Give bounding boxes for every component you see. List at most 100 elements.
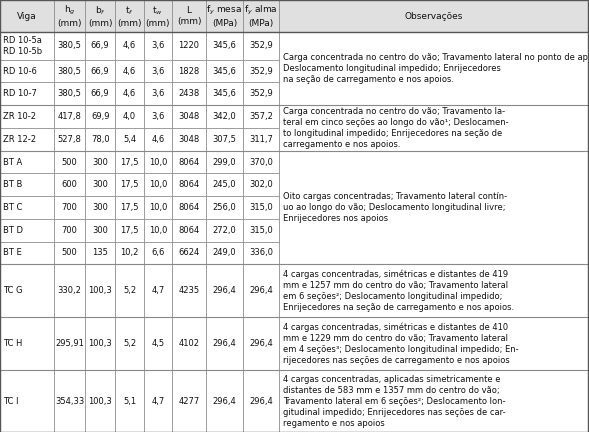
Text: BT B: BT B <box>3 180 22 189</box>
Text: 336,0: 336,0 <box>249 248 273 257</box>
Bar <box>243 0 279 32</box>
Text: 700: 700 <box>62 203 77 212</box>
Bar <box>85 128 115 151</box>
Text: 245,0: 245,0 <box>213 180 236 189</box>
Bar <box>279 32 588 105</box>
Bar <box>0 370 54 432</box>
Bar <box>115 173 144 196</box>
Bar <box>115 219 144 241</box>
Text: 10,0: 10,0 <box>148 226 167 235</box>
Bar <box>206 241 243 264</box>
Text: 5,4: 5,4 <box>123 135 136 144</box>
Bar <box>85 173 115 196</box>
Bar <box>206 370 243 432</box>
Bar <box>85 196 115 219</box>
Bar <box>206 32 243 60</box>
Text: 296,4: 296,4 <box>249 397 273 406</box>
Text: 8064: 8064 <box>178 180 200 189</box>
Text: 8064: 8064 <box>178 226 200 235</box>
Text: 4277: 4277 <box>178 397 200 406</box>
Bar <box>144 60 172 83</box>
Bar <box>172 173 206 196</box>
Bar <box>85 83 115 105</box>
Bar <box>54 264 85 318</box>
Text: 352,9: 352,9 <box>249 41 273 51</box>
Bar <box>115 370 144 432</box>
Bar <box>172 83 206 105</box>
Bar <box>115 105 144 128</box>
Bar <box>54 60 85 83</box>
Text: 295,91: 295,91 <box>55 340 84 348</box>
Text: 4,5: 4,5 <box>151 340 164 348</box>
Text: 300: 300 <box>92 180 108 189</box>
Bar <box>144 196 172 219</box>
Bar <box>172 370 206 432</box>
Text: t$_f$
(mm): t$_f$ (mm) <box>117 4 142 28</box>
Text: 4,6: 4,6 <box>123 41 136 51</box>
Text: 345,6: 345,6 <box>213 67 236 76</box>
Text: 272,0: 272,0 <box>213 226 236 235</box>
Text: RD 10-6: RD 10-6 <box>3 67 37 76</box>
Text: 700: 700 <box>62 226 77 235</box>
Text: 100,3: 100,3 <box>88 397 112 406</box>
Text: BT D: BT D <box>3 226 23 235</box>
Text: 345,6: 345,6 <box>213 89 236 98</box>
Text: 100,3: 100,3 <box>88 286 112 295</box>
Bar <box>85 318 115 370</box>
Text: 8064: 8064 <box>178 158 200 166</box>
Bar <box>85 370 115 432</box>
Bar <box>279 318 588 370</box>
Text: 311,7: 311,7 <box>249 135 273 144</box>
Text: 302,0: 302,0 <box>249 180 273 189</box>
Bar <box>243 60 279 83</box>
Bar <box>172 128 206 151</box>
Bar <box>144 264 172 318</box>
Text: 8064: 8064 <box>178 203 200 212</box>
Text: 78,0: 78,0 <box>91 135 110 144</box>
Bar <box>172 32 206 60</box>
Text: 3,6: 3,6 <box>151 89 164 98</box>
Bar <box>144 173 172 196</box>
Text: 4,7: 4,7 <box>151 286 164 295</box>
Text: ZR 10-2: ZR 10-2 <box>3 112 36 121</box>
Text: 299,0: 299,0 <box>213 158 236 166</box>
Bar <box>54 128 85 151</box>
Text: 330,2: 330,2 <box>58 286 81 295</box>
Text: 10,2: 10,2 <box>120 248 139 257</box>
Bar <box>54 83 85 105</box>
Text: Carga concentrada no centro do vão; Travamento lateral no ponto de aplicação de : Carga concentrada no centro do vão; Trav… <box>283 53 589 84</box>
Text: 4 cargas concentradas, simétricas e distantes de 419
mm e 1257 mm do centro do v: 4 cargas concentradas, simétricas e dist… <box>283 270 514 312</box>
Text: RD 10-7: RD 10-7 <box>3 89 37 98</box>
Text: 307,5: 307,5 <box>213 135 236 144</box>
Text: 500: 500 <box>62 248 77 257</box>
Bar <box>115 241 144 264</box>
Text: 4102: 4102 <box>178 340 200 348</box>
Text: f$_y$ alma
(MPa): f$_y$ alma (MPa) <box>244 4 278 28</box>
Bar <box>115 151 144 173</box>
Text: 345,6: 345,6 <box>213 41 236 51</box>
Text: 249,0: 249,0 <box>213 248 236 257</box>
Text: 600: 600 <box>62 180 77 189</box>
Bar <box>85 105 115 128</box>
Text: 4 cargas concentradas, aplicadas simetricamente e
distantes de 583 mm e 1357 mm : 4 cargas concentradas, aplicadas simetri… <box>283 375 506 428</box>
Text: 296,4: 296,4 <box>213 286 236 295</box>
Text: 300: 300 <box>92 158 108 166</box>
Text: Oito cargas concentradas; Travamento lateral contín-
uo ao longo do vão; Desloca: Oito cargas concentradas; Travamento lat… <box>283 192 508 223</box>
Bar <box>243 196 279 219</box>
Bar <box>115 196 144 219</box>
Text: 354,33: 354,33 <box>55 397 84 406</box>
Text: 3,6: 3,6 <box>151 67 164 76</box>
Bar <box>206 173 243 196</box>
Text: Carga concentrada no centro do vão; Travamento la-
teral em cinco seções ao long: Carga concentrada no centro do vão; Trav… <box>283 107 509 149</box>
Text: 3,6: 3,6 <box>151 112 164 121</box>
Text: 10,0: 10,0 <box>148 180 167 189</box>
Bar <box>144 241 172 264</box>
Bar <box>206 105 243 128</box>
Text: 296,4: 296,4 <box>213 397 236 406</box>
Bar <box>54 32 85 60</box>
Bar <box>243 173 279 196</box>
Bar <box>243 241 279 264</box>
Text: 4,6: 4,6 <box>123 89 136 98</box>
Text: 5,2: 5,2 <box>123 340 136 348</box>
Text: 17,5: 17,5 <box>120 158 139 166</box>
